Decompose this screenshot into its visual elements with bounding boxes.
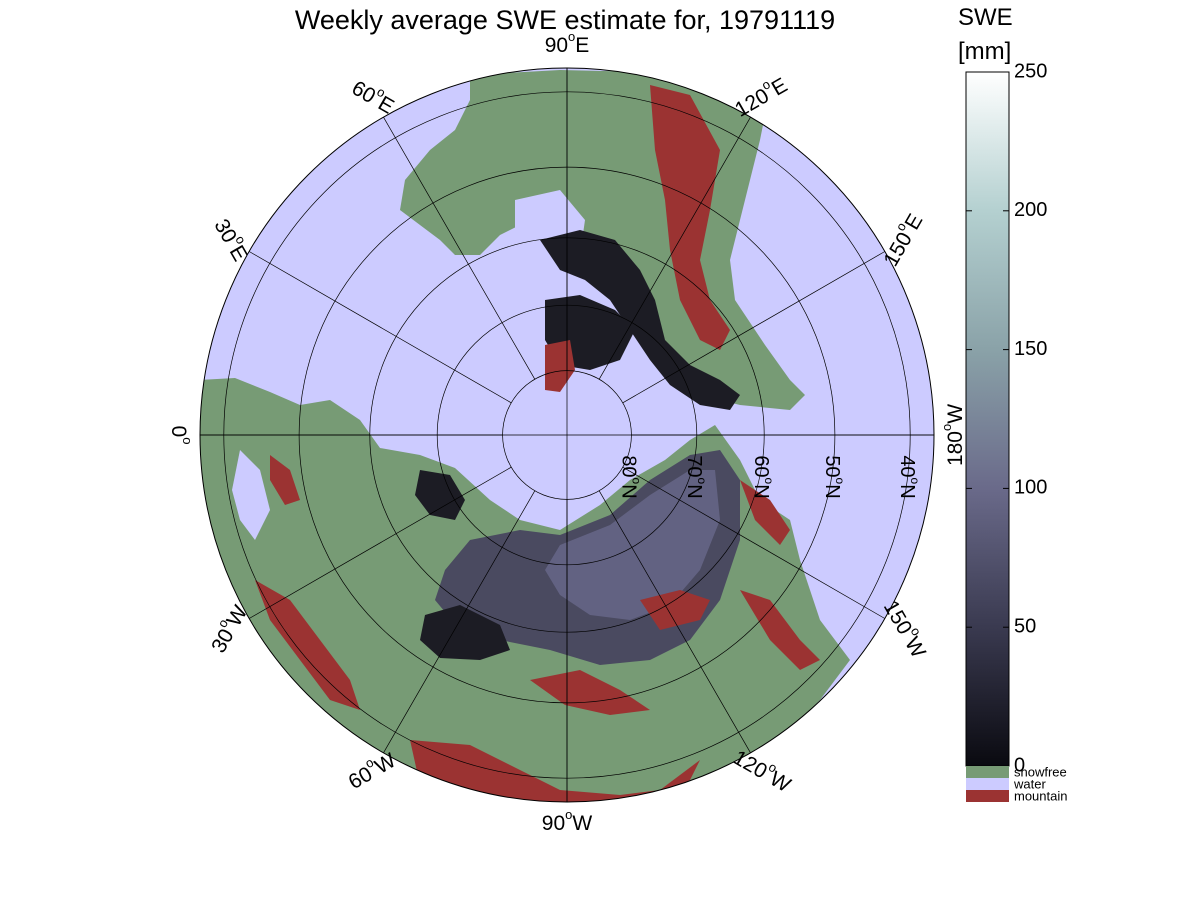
colorbar-gradient xyxy=(965,71,1010,767)
category-swatch-mountain xyxy=(966,790,1009,802)
colorbar-tick-label: 0 xyxy=(1014,754,1025,776)
svg-text:120oE: 120oE xyxy=(729,70,791,122)
lon-label-60E: 60oE xyxy=(348,73,400,119)
snow-siberia-light xyxy=(545,470,720,620)
meridian xyxy=(249,466,512,619)
colorbar-tick-label: 200 xyxy=(1014,199,1047,221)
mountain-scandinavia xyxy=(270,455,300,505)
snow-central-asia-dark xyxy=(420,605,510,660)
colorbar-tick-label: 100 xyxy=(1014,477,1047,499)
svg-text:60oE: 60oE xyxy=(348,73,400,119)
lon-label-150E: 150oE xyxy=(875,208,927,270)
lon-label-120W: 120oW xyxy=(729,742,796,797)
colorbar-label-unit: [mm] xyxy=(958,38,1012,65)
svg-text:180oW: 180oW xyxy=(939,404,966,466)
colorbar-label-swe: SWE xyxy=(958,4,1013,31)
category-swatch-water xyxy=(966,778,1009,790)
lat-label-50N: 50oN xyxy=(821,455,847,498)
svg-text:70oN: 70oN xyxy=(683,455,709,498)
category-label-snowfree: snowfree xyxy=(1014,764,1067,779)
category-label-water: water xyxy=(1013,776,1046,791)
map-disk xyxy=(200,68,934,802)
svg-text:150oE: 150oE xyxy=(875,208,927,270)
snow-north-america-dark xyxy=(540,230,740,410)
mountain-alps-caucasus xyxy=(255,580,360,710)
svg-text:60oN: 60oN xyxy=(750,455,776,498)
meridian xyxy=(249,251,512,404)
colorbar-tick-label: 50 xyxy=(1014,615,1036,637)
greenland xyxy=(415,290,545,420)
svg-text:80oN: 80oN xyxy=(617,455,643,498)
meridian xyxy=(598,117,751,380)
snow-scandinavia-dark xyxy=(415,470,465,520)
svg-text:90oW: 90oW xyxy=(542,807,593,834)
latitude-labels: 80oN 70oN 60oN 50oN 40oN xyxy=(617,455,922,498)
mountain-rockies xyxy=(650,85,730,350)
svg-text:0o: 0o xyxy=(167,426,194,445)
lon-label-90W: 90oW xyxy=(542,807,593,834)
lat-label-80N: 80oN xyxy=(617,455,643,498)
meridian xyxy=(598,490,751,753)
meridian xyxy=(383,117,536,380)
mountain-northeast-asia xyxy=(740,590,820,670)
svg-text:150oW: 150oW xyxy=(879,594,934,661)
lon-label-120E: 120oE xyxy=(729,70,791,122)
mountain-kamchatka xyxy=(740,480,790,545)
meridian xyxy=(622,251,885,404)
category-swatch-snowfree xyxy=(966,766,1009,778)
meridian xyxy=(383,490,536,753)
lon-label-150W: 150oW xyxy=(879,594,934,661)
colorbar-tick-label: 250 xyxy=(1014,60,1047,82)
baltic-sea xyxy=(232,450,270,540)
mountain-east-siberia xyxy=(640,590,710,630)
figure-title: Weekly average SWE estimate for, 1979111… xyxy=(294,5,836,35)
mountain-greenland-tip xyxy=(545,340,575,392)
lat-label-40N: 40oN xyxy=(896,455,922,498)
graticule xyxy=(200,68,934,802)
mountain-central-asia xyxy=(410,740,700,802)
svg-text:40oN: 40oN xyxy=(896,455,922,498)
svg-text:90oE: 90oE xyxy=(545,29,590,56)
mountain-altai xyxy=(530,670,650,715)
svg-text:50oN: 50oN xyxy=(821,455,847,498)
lat-label-60N: 60oN xyxy=(750,455,776,498)
category-label-mountain: mountain xyxy=(1014,788,1067,803)
lon-label-180W: 180oW xyxy=(939,404,966,466)
svg-text:120oW: 120oW xyxy=(729,742,796,797)
lat-label-70N: 70oN xyxy=(683,455,709,498)
meridian xyxy=(622,466,885,619)
map-border xyxy=(199,67,935,803)
lon-label-90E: 90oE xyxy=(545,29,590,56)
lon-label-0: 0o xyxy=(167,426,194,445)
colorbar-tick-label: 150 xyxy=(1014,338,1047,360)
